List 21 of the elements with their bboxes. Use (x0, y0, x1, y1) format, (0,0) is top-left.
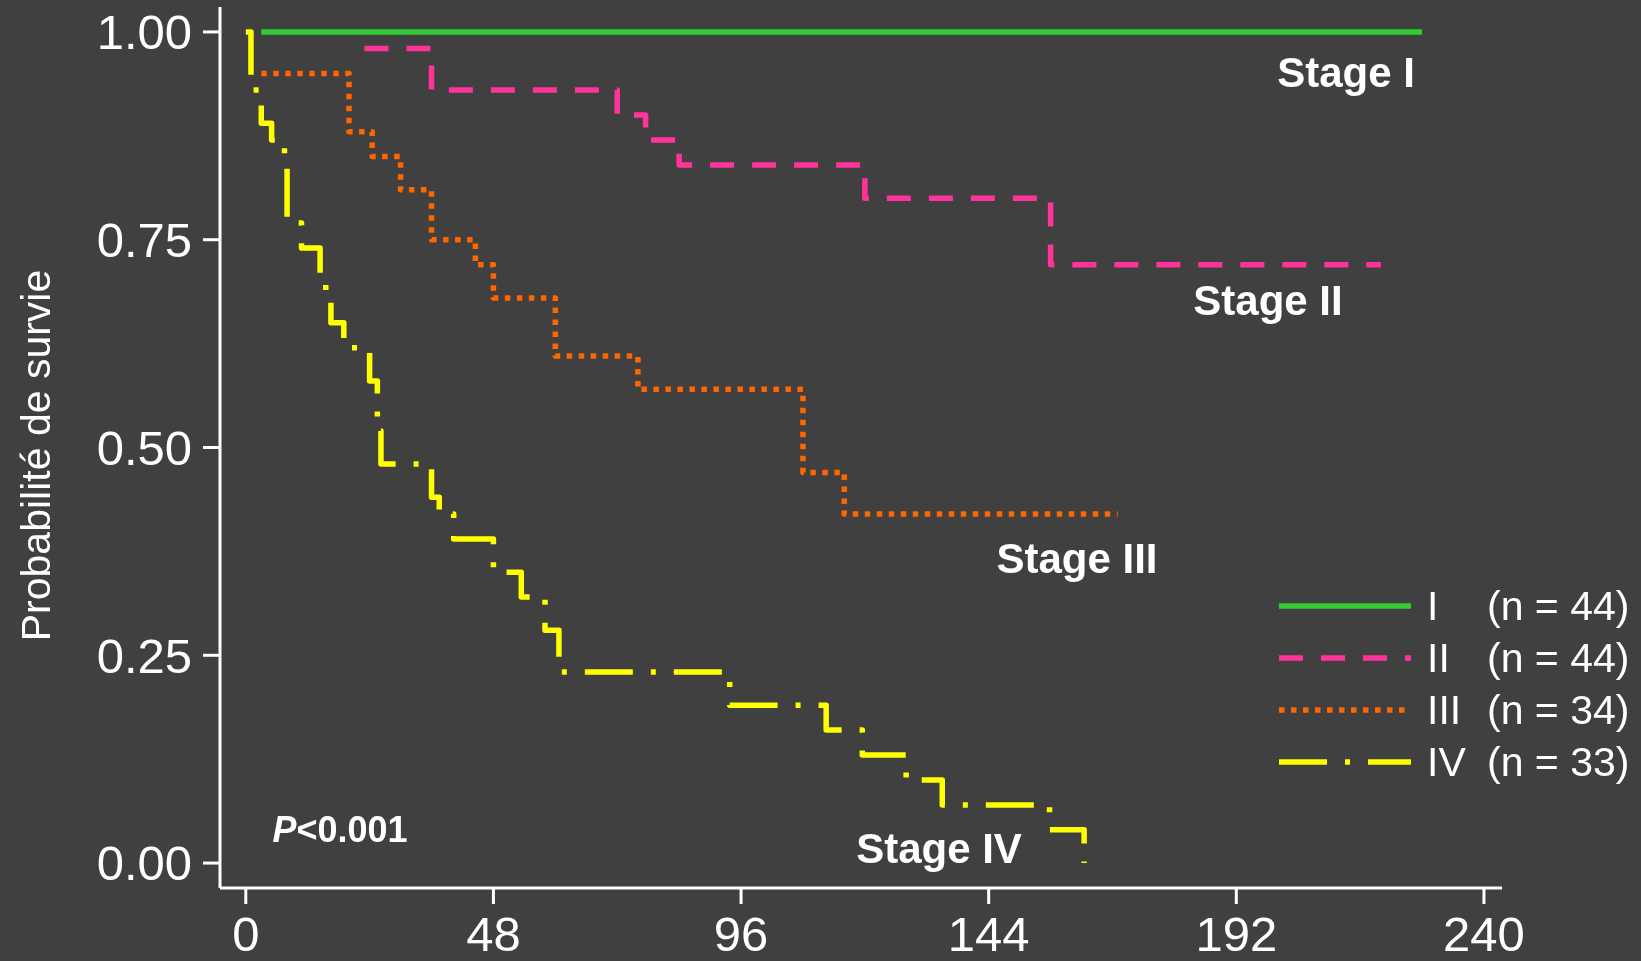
legend-label: IV (n = 33) (1427, 739, 1630, 785)
legend-label: II (n = 44) (1427, 635, 1630, 681)
annotation: Stage I (1277, 48, 1415, 96)
y-tick-label: 0.50 (96, 420, 192, 475)
legend-label: I (n = 44) (1427, 583, 1630, 629)
y-tick-label: 0.25 (96, 628, 192, 683)
x-tick-label: 48 (466, 906, 521, 961)
x-tick-label: 192 (1195, 906, 1278, 961)
x-tick-label: 0 (232, 906, 260, 961)
annotation: Stage III (996, 534, 1158, 582)
annotation: Stage IV (856, 824, 1022, 872)
y-axis-title: Probabilité de survie (13, 269, 59, 642)
annotation: P<0.001 (272, 808, 408, 850)
y-tick-label: 1.00 (96, 5, 192, 60)
annotation: Stage II (1193, 276, 1343, 324)
x-tick-label: 144 (947, 906, 1030, 961)
legend-label: III (n = 34) (1427, 687, 1630, 733)
x-tick-label: 96 (713, 906, 769, 961)
y-tick-label: 0.75 (96, 213, 192, 268)
x-tick-label: 240 (1443, 906, 1525, 961)
y-tick-label: 0.00 (96, 836, 192, 891)
